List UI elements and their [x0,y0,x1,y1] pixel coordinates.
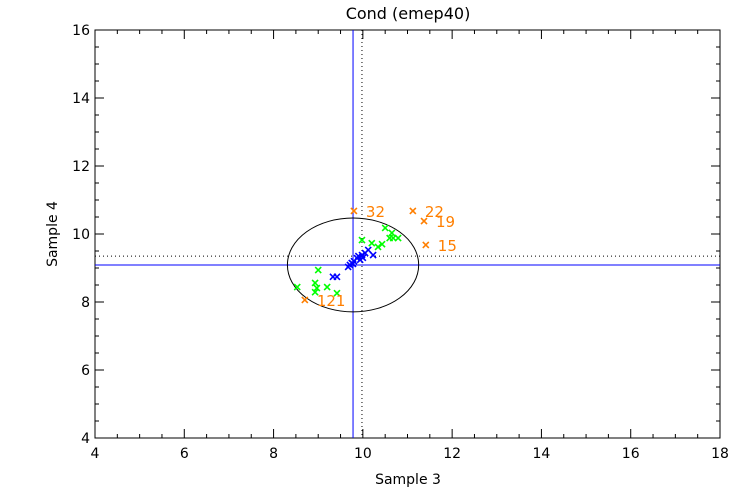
x-marker [420,217,428,225]
y-tick-label: 10 [72,227,90,243]
y-tick-label: 4 [81,431,90,447]
x-marker [333,289,341,297]
x-tick-label: 8 [269,446,278,462]
data-point-secondary [323,283,331,291]
x-marker [378,240,386,248]
x-marker [354,252,362,260]
x-tick-label: 16 [622,446,640,462]
point-label: 32 [366,203,385,221]
x-marker [409,207,417,215]
data-point-secondary [314,266,322,274]
y-tick-label: 8 [81,295,90,311]
y-axis-label: Sample 4 [45,201,61,267]
data-point-secondary [358,236,366,244]
data-point-outliers [422,241,430,249]
x-marker [386,234,394,242]
x-marker [313,284,321,292]
confidence-ellipse [286,217,420,313]
y-tick-label: 12 [72,159,90,175]
y-tick-label: 14 [72,91,90,107]
data-point-secondary [381,224,389,232]
data-point-secondary [386,234,394,242]
data-point-core [364,246,372,254]
y-tick-label: 16 [72,23,90,39]
point-label: 22 [425,203,444,221]
data-point-secondary [394,234,402,242]
data-point-core [354,252,362,260]
x-marker [364,246,372,254]
x-marker [368,239,376,247]
data-point-secondary [293,283,301,291]
x-marker [293,283,301,291]
data-point-secondary [374,243,382,251]
point-label: 121 [317,292,346,310]
data-point-core [333,273,341,281]
data-point-secondary [311,279,319,287]
x-marker [422,241,430,249]
data-point-secondary [311,288,319,296]
x-marker [374,243,382,251]
data-point-outliers [420,217,428,225]
x-tick-label: 18 [711,446,729,462]
x-marker [333,273,341,281]
data-point-secondary [378,240,386,248]
point-label: 19 [436,213,455,231]
x-marker [311,288,319,296]
x-tick-label: 10 [354,446,372,462]
data-point-core [359,254,367,262]
x-marker [350,207,358,215]
x-tick-label: 6 [180,446,189,462]
x-marker [381,224,389,232]
x-marker [314,266,322,274]
chart-title: Cond (emep40) [346,4,471,23]
x-marker [358,236,366,244]
data-point-secondary [333,289,341,297]
data-point-secondary [313,284,321,292]
data-point-core [349,260,357,268]
point-label: 15 [438,237,457,255]
x-marker [311,279,319,287]
x-marker [349,260,357,268]
x-marker [369,251,377,259]
x-tick-label: 14 [533,446,551,462]
x-marker [344,263,352,271]
x-marker [323,283,331,291]
data-point-secondary [368,239,376,247]
x-marker [388,229,396,237]
data-point-core [369,251,377,259]
x-tick-label: 4 [91,446,100,462]
x-marker [394,234,402,242]
data-point-outliers [301,296,309,304]
y-tick-label: 6 [81,363,90,379]
data-point-outliers [409,207,417,215]
axes-frame [94,29,721,439]
data-point-outliers [350,207,358,215]
x-tick-label: 12 [443,446,461,462]
x-axis-label: Sample 3 [375,472,441,488]
x-marker [301,296,309,304]
data-point-secondary [388,229,396,237]
x-marker [359,254,367,262]
data-point-core [344,263,352,271]
